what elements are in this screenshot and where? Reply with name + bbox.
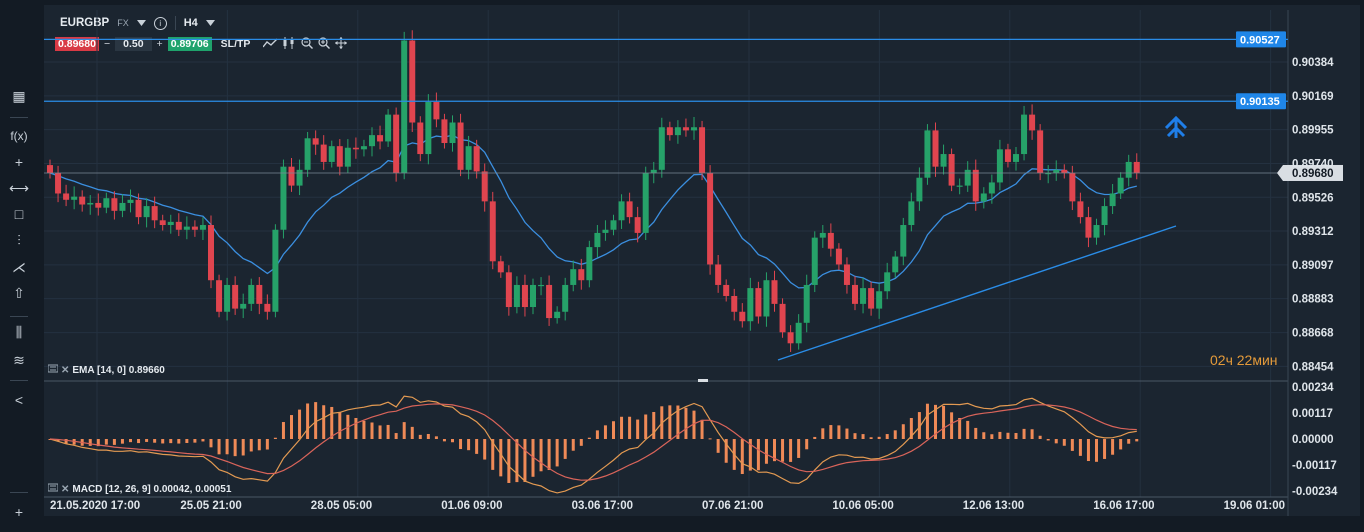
- fibonacci-icon[interactable]: ⫶: [17, 231, 21, 248]
- legend-settings-icon[interactable]: [47, 483, 59, 495]
- sell-button[interactable]: 0.89680: [55, 37, 99, 51]
- countdown-hours: 02: [1210, 352, 1226, 368]
- layers-icon[interactable]: ≋: [13, 351, 25, 368]
- ema-legend-text: EMA [14, 0] 0.89660: [72, 364, 165, 376]
- zoom-out-icon[interactable]: [301, 36, 314, 52]
- pitchfork-icon[interactable]: ⋌: [12, 258, 26, 275]
- symbol-name[interactable]: EURGBP: [60, 17, 110, 29]
- legend-close-icon[interactable]: ✕: [61, 364, 70, 376]
- indicators-icon[interactable]: ⫼: [15, 323, 23, 340]
- info-icon[interactable]: i: [153, 16, 167, 30]
- zoom-in-icon[interactable]: [318, 36, 331, 52]
- rectangle-icon[interactable]: □: [14, 206, 24, 222]
- trade-toolbar: 0.89680 − 0.50 + 0.89706 SL/TP: [55, 36, 348, 52]
- legend-close-icon[interactable]: ✕: [61, 483, 70, 495]
- ema-legend[interactable]: ✕ EMA [14, 0] 0.89660: [47, 364, 165, 376]
- symbol-toolbar: EURGBP FX i H4: [60, 14, 215, 32]
- toolbar-separator: [10, 316, 28, 317]
- toolbar-divider: [174, 16, 176, 30]
- share-icon[interactable]: <: [14, 392, 24, 408]
- left-toolbar: ▦ f(x) + ⟷ □ ⫶ ⋌ ⇧ ⫼ ≋ < +: [0, 0, 38, 532]
- candle-countdown: 02ч 22мин: [1210, 352, 1278, 368]
- sl-tp-button[interactable]: SL/TP: [220, 38, 251, 50]
- add-icon[interactable]: +: [14, 504, 24, 520]
- line-chart-icon[interactable]: [262, 38, 278, 51]
- toolbar-separator: [10, 380, 28, 381]
- market-label: FX: [117, 18, 129, 28]
- countdown-hours-unit: ч: [1225, 352, 1233, 368]
- quantity-input[interactable]: 0.50: [115, 37, 152, 51]
- macd-legend-text: MACD [12, 26, 9] 0.00042, 0.00051: [72, 483, 232, 495]
- increase-quantity-button[interactable]: +: [156, 38, 163, 50]
- legend-settings-icon[interactable]: [47, 364, 59, 376]
- candles-icon[interactable]: [282, 36, 296, 52]
- function-icon[interactable]: f(x): [10, 129, 28, 143]
- countdown-minutes-unit: мин: [1252, 352, 1278, 368]
- timeframe-dropdown-icon[interactable]: [205, 17, 215, 29]
- crosshair-icon[interactable]: +: [14, 154, 24, 170]
- buy-button[interactable]: 0.89706: [167, 37, 212, 51]
- horizontal-line-icon[interactable]: ⟷: [8, 179, 30, 196]
- toolbar-separator: [10, 117, 28, 118]
- chart-area[interactable]: [44, 5, 1360, 516]
- countdown-minutes: 22: [1236, 352, 1253, 368]
- move-icon[interactable]: [335, 36, 348, 52]
- symbol-dropdown-icon[interactable]: [136, 17, 146, 29]
- macd-legend[interactable]: ✕ MACD [12, 26, 9] 0.00042, 0.00051: [47, 483, 232, 495]
- toolbar-separator: [10, 492, 28, 493]
- layout-grid-icon[interactable]: ▦: [12, 87, 26, 104]
- timeframe-select[interactable]: H4: [183, 17, 198, 29]
- decrease-quantity-button[interactable]: −: [103, 38, 111, 50]
- arrow-up-icon[interactable]: ⇧: [13, 284, 25, 301]
